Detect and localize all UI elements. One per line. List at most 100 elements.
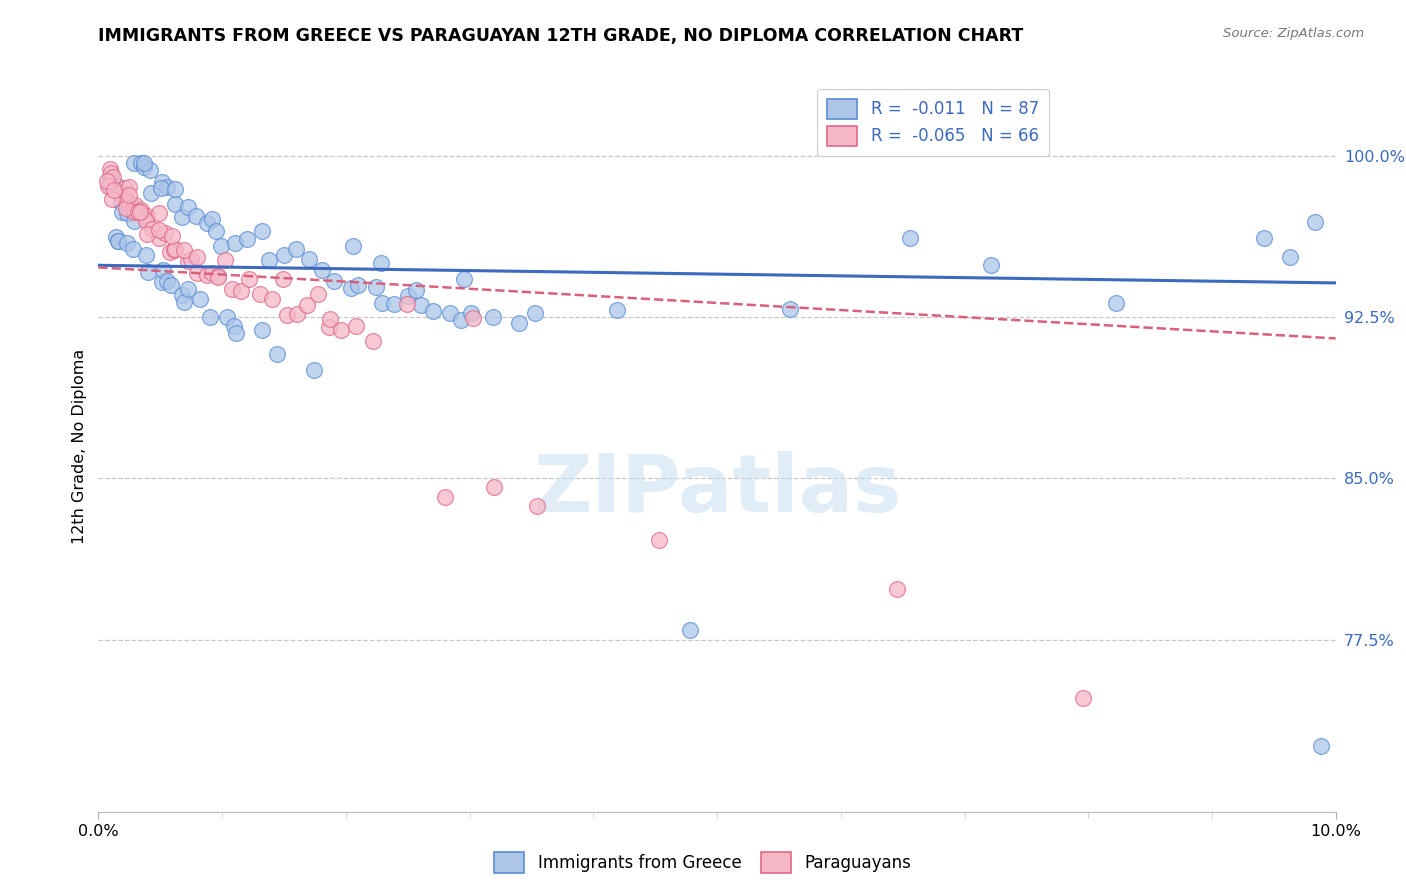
Point [523,305,546,319]
Point [165,182,187,196]
Point [152,263,174,277]
Point [307,287,329,301]
Point [173,243,195,257]
Point [177,200,200,214]
Point [273,247,295,261]
Point [201,266,224,280]
Point [156,274,179,288]
Point [101,169,124,184]
Point [1105,295,1128,310]
Point [148,223,170,237]
Point [165,197,187,211]
Point [396,288,419,302]
Point [100,192,122,206]
Point [152,275,174,289]
Point [110,194,132,209]
Point [439,306,461,320]
Point [342,238,364,252]
Point [205,223,228,237]
Point [318,312,340,326]
Point [225,326,247,340]
Point [900,231,922,245]
Point [201,212,224,227]
Point [136,264,159,278]
Point [184,209,207,223]
Point [180,252,202,266]
Point [136,227,159,241]
Point [177,253,200,268]
Point [508,316,530,330]
Point [148,206,170,220]
Point [422,304,444,318]
Point [1253,231,1275,245]
Point [111,204,134,219]
Point [382,297,405,311]
Point [148,231,170,245]
Point [135,214,157,228]
Point [318,320,340,334]
Point [259,252,281,267]
Point [195,268,218,283]
Point [297,252,319,267]
Point [1073,690,1095,705]
Point [209,239,232,253]
Legend: Immigrants from Greece, Paraguayans: Immigrants from Greece, Paraguayans [488,846,918,880]
Point [214,253,236,268]
Point [304,363,326,377]
Point [135,248,157,262]
Point [100,165,122,179]
Point [285,307,308,321]
Point [366,280,388,294]
Point [285,243,308,257]
Point [117,180,139,194]
Text: IMMIGRANTS FROM GREECE VS PARAGUAYAN 12TH GRADE, NO DIPLOMA CORRELATION CHART: IMMIGRANTS FROM GREECE VS PARAGUAYAN 12T… [98,27,1024,45]
Point [405,283,427,297]
Point [177,281,200,295]
Point [115,206,138,220]
Point [461,311,484,326]
Point [105,178,128,192]
Point [207,269,229,284]
Point [134,156,156,170]
Point [361,334,384,349]
Point [114,180,136,194]
Point [98,171,121,186]
Point [297,298,319,312]
Point [96,174,118,188]
Point [186,266,208,280]
Point [606,302,628,317]
Point [186,250,208,264]
Point [207,268,229,283]
Point [162,229,184,244]
Point [160,278,183,293]
Point [396,297,419,311]
Point [132,161,155,175]
Point [111,186,134,200]
Point [108,186,131,201]
Y-axis label: 12th Grade, No Diploma: 12th Grade, No Diploma [72,349,87,543]
Point [124,214,146,228]
Point [648,533,671,547]
Point [150,175,173,189]
Point [276,308,298,322]
Point [156,179,179,194]
Point [249,286,271,301]
Point [170,211,193,225]
Point [98,161,121,176]
Point [122,156,145,170]
Point [482,480,505,494]
Point [163,244,186,258]
Point [224,235,246,250]
Point [1278,250,1301,264]
Point [260,292,283,306]
Point [1303,214,1326,228]
Text: ZIPatlas: ZIPatlas [533,450,901,529]
Point [450,313,472,327]
Point [235,232,257,246]
Point [266,347,288,361]
Point [271,272,294,286]
Point [195,216,218,230]
Point [238,272,260,286]
Point [411,297,433,311]
Point [139,162,162,177]
